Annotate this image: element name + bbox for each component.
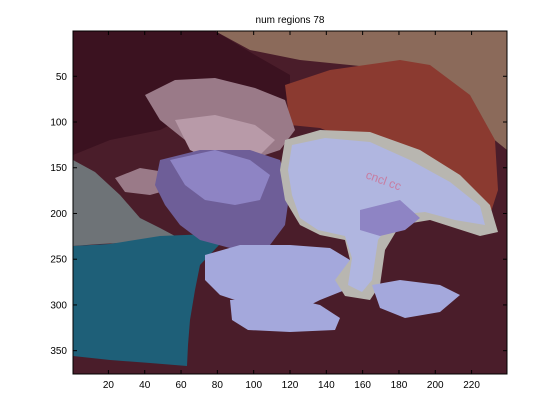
region-gray-slate bbox=[73, 160, 175, 246]
chart-title: num regions 78 bbox=[256, 15, 325, 26]
x-tick-label: 120 bbox=[282, 380, 299, 391]
x-tick-label: 60 bbox=[175, 380, 187, 391]
x-axis: 20 40 60 80 100 120 140 160 180 200 220 bbox=[103, 31, 480, 391]
y-tick-label: 250 bbox=[50, 255, 67, 266]
x-tick-label: 220 bbox=[463, 380, 480, 391]
x-tick-label: 180 bbox=[391, 380, 408, 391]
x-tick-label: 140 bbox=[318, 380, 335, 391]
y-tick-label: 350 bbox=[50, 346, 67, 357]
x-tick-label: 200 bbox=[427, 380, 444, 391]
region-pants-shadow bbox=[360, 200, 420, 236]
region-foot-lavender bbox=[230, 298, 340, 332]
y-tick-label: 50 bbox=[56, 72, 68, 83]
region-tan-wall bbox=[215, 31, 507, 150]
x-tick-label: 100 bbox=[245, 380, 262, 391]
y-tick-label: 200 bbox=[50, 209, 67, 220]
x-tick-label: 40 bbox=[139, 380, 151, 391]
region-purple-light bbox=[170, 150, 270, 205]
y-tick-label: 150 bbox=[50, 163, 67, 174]
x-tick-label: 20 bbox=[103, 380, 115, 391]
region-teal bbox=[73, 234, 220, 366]
region-shoe bbox=[372, 280, 460, 318]
y-tick-label: 100 bbox=[50, 118, 67, 129]
region-legs-lavender bbox=[205, 245, 350, 310]
x-tick-label: 160 bbox=[354, 380, 371, 391]
x-tick-label: 80 bbox=[212, 380, 224, 391]
segmentation-image: cncl cc bbox=[73, 31, 507, 374]
y-tick-label: 300 bbox=[50, 300, 67, 311]
y-axis: 50 100 150 200 250 300 350 bbox=[50, 72, 507, 357]
